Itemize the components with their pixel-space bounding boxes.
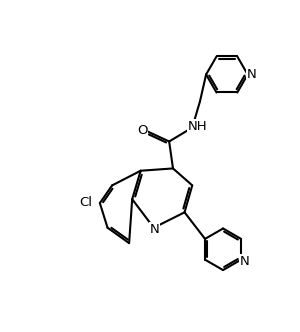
Text: Cl: Cl	[80, 196, 92, 209]
Text: N: N	[150, 223, 159, 236]
Text: NH: NH	[188, 120, 208, 132]
Text: O: O	[137, 124, 148, 137]
Text: N: N	[239, 255, 249, 268]
Text: N: N	[247, 68, 256, 81]
